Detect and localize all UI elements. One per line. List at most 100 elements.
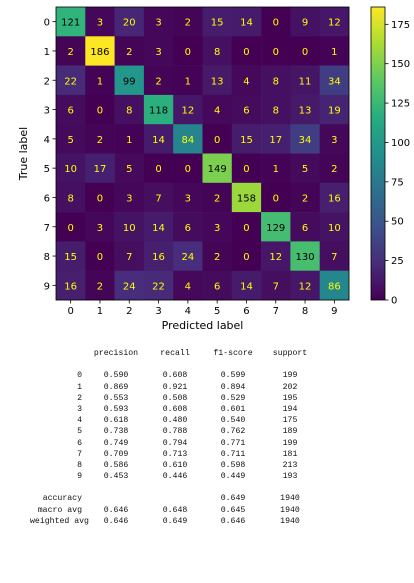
cell-value-label: 0 [273, 18, 279, 29]
matrix-cell [290, 212, 320, 242]
report-cell: 0.508 [162, 393, 188, 403]
y-axis-ticks: 0 1 2 3 4 5 6 7 8 9 [44, 18, 56, 292]
matrix-cell [231, 36, 262, 66]
matrix-cell [114, 212, 145, 242]
report-cell: 0.788 [162, 427, 188, 437]
matrix-cell [85, 241, 115, 271]
matrix-cell [231, 270, 262, 301]
y-tick-label: 9 [44, 281, 50, 292]
cell-value-label: 19 [328, 106, 341, 117]
y-tick-label: 2 [44, 76, 50, 87]
report-cell: 0.921 [162, 382, 188, 392]
report-class-row: 1 0.869 0.921 0.894 202 [0, 382, 414, 393]
x-tick-label: 2 [126, 306, 132, 317]
matrix-frame [55, 6, 350, 301]
matrix-cell [202, 153, 233, 184]
cell-value-label: 34 [328, 76, 341, 87]
cell-value-label: 6 [67, 106, 73, 117]
matrix-cell [290, 153, 320, 184]
cell-value-label: 3 [214, 223, 220, 234]
matrix-cell [231, 241, 262, 271]
report-class-row: 4 0.618 0.480 0.540 175 [0, 415, 414, 426]
report-cell: 0.598 [220, 460, 246, 470]
cell-value-label: 6 [302, 223, 308, 234]
report-cell: 0.646 [220, 516, 246, 526]
matrix-cell [231, 212, 262, 242]
matrix-cell [202, 36, 233, 66]
matrix-cell [319, 241, 350, 271]
matrix-cell [261, 212, 291, 242]
report-class-row: 7 0.709 0.713 0.711 181 [0, 449, 414, 460]
cell-value-label: 15 [240, 135, 253, 146]
cell-value-label: 0 [214, 135, 220, 146]
cell-value-label: 0 [185, 47, 191, 58]
matrix-cell [231, 124, 262, 154]
cell-value-label: 17 [269, 135, 282, 146]
cell-value-label: 11 [299, 76, 312, 87]
cell-value-label: 0 [243, 252, 249, 263]
report-row-label: weighted avg [30, 516, 89, 526]
matrix-cell [85, 270, 115, 301]
matrix-cell [173, 36, 203, 66]
report-cell: 0.529 [220, 393, 246, 403]
matrix-cell [319, 270, 350, 301]
cell-value-label: 84 [181, 135, 194, 146]
x-tick-label: 0 [67, 306, 73, 317]
y-tick-label: 3 [44, 106, 50, 117]
cell-value-label: 8 [67, 193, 73, 204]
matrix-cell [56, 212, 86, 242]
report-cell: 0.645 [220, 505, 246, 515]
matrix-cell [261, 241, 291, 271]
matrix-cell [114, 153, 145, 184]
cell-value-label: 8 [214, 47, 220, 58]
cell-value-label: 2 [214, 252, 220, 263]
cell-value-label: 9 [302, 18, 308, 29]
report-cell: 0.648 [162, 505, 188, 515]
cell-value-label: 22 [64, 76, 77, 87]
cell-value-label: 86 [328, 281, 341, 292]
report-cell: 189 [282, 427, 298, 437]
cell-value-label: 20 [123, 18, 136, 29]
report-cell: 195 [282, 393, 298, 403]
cell-value-label: 13 [299, 106, 312, 117]
matrix-cell [85, 65, 115, 96]
x-tick-label: 4 [185, 306, 191, 317]
y-tick-label: 5 [44, 164, 50, 175]
matrix-cell [173, 65, 203, 96]
cell-value-label: 15 [64, 252, 77, 263]
matrix-cell [319, 212, 350, 242]
report-cell: 0.649 [220, 494, 246, 504]
report-cell: 213 [282, 460, 298, 470]
y-axis-label: True label [17, 127, 30, 181]
report-cell: 0.608 [162, 371, 188, 381]
report-header-recall: recall [160, 349, 190, 358]
cell-value-label: 16 [64, 281, 77, 292]
cell-value-label: 5 [302, 164, 308, 175]
matrix-cell [231, 7, 262, 37]
matrix-cell [261, 7, 291, 37]
cell-value-label: 2 [155, 76, 161, 87]
matrix-cell [231, 94, 262, 125]
cell-value-label: 14 [152, 135, 165, 146]
cell-value-label: 7 [331, 252, 337, 263]
colorbar-tick-label: 75 [391, 177, 404, 188]
matrix-cell [290, 7, 320, 37]
report-cell: 194 [282, 404, 298, 414]
report-cell: 0.599 [220, 371, 246, 381]
report-header-precision: precision [93, 349, 139, 358]
cell-value-label: 8 [126, 106, 132, 117]
cell-value-label: 22 [152, 281, 165, 292]
matrix-cell [290, 124, 320, 154]
cell-value-label: 10 [123, 223, 136, 234]
matrix-cell [114, 124, 145, 154]
matrix-cell [85, 182, 115, 213]
x-tick-label: 6 [243, 306, 249, 317]
matrix-cell [143, 94, 174, 125]
cell-value-label: 4 [185, 281, 191, 292]
report-header-row: precision recall f1-score support [0, 348, 414, 359]
cell-value-label: 2 [97, 281, 103, 292]
report-cell: 0.586 [103, 460, 129, 470]
cell-value-label: 0 [273, 47, 279, 58]
matrix-cell [261, 65, 291, 96]
cell-value-label: 13 [211, 76, 224, 87]
